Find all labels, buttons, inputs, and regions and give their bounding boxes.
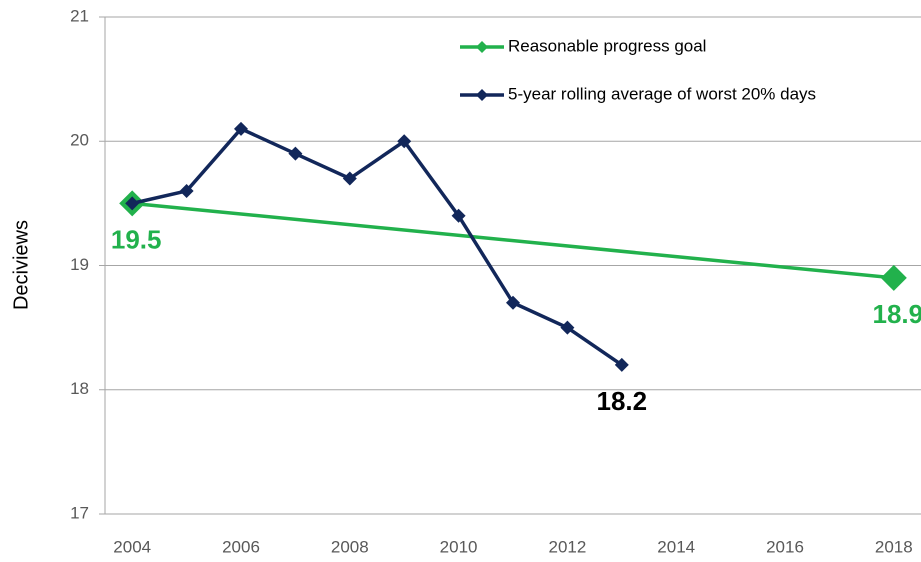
y-tick-label: 21 (70, 6, 89, 25)
point-marker (125, 196, 140, 211)
point-marker (179, 183, 194, 198)
point-marker (397, 134, 412, 149)
y-tick-label: 18 (70, 379, 89, 398)
x-tick-label: 2014 (657, 537, 695, 556)
point-marker (234, 121, 248, 136)
y-tick-label: 17 (70, 503, 89, 522)
x-tick-label: 2018 (875, 537, 913, 556)
point-marker (880, 264, 907, 291)
x-tick-label: 2016 (766, 537, 804, 556)
data-label: 19.5 (111, 224, 162, 254)
x-tick-label: 2012 (548, 537, 586, 556)
data-label: 18.9 (872, 299, 921, 329)
data-label: 18.2 (596, 386, 647, 416)
x-tick-label: 2004 (113, 537, 151, 556)
y-tick-label: 20 (70, 131, 89, 150)
point-marker (506, 295, 520, 310)
series-line (132, 201, 894, 280)
x-tick-label: 2006 (222, 537, 260, 556)
point-marker (288, 146, 303, 161)
point-marker (614, 357, 629, 372)
point-marker (342, 171, 357, 186)
legend-label: Reasonable progress goal (508, 36, 706, 55)
x-tick-label: 2008 (331, 537, 369, 556)
series-line (131, 126, 623, 367)
legend-marker (476, 89, 488, 101)
legend-label: 5-year rolling average of worst 20% days (508, 84, 816, 103)
point-marker (451, 208, 466, 223)
y-tick-label: 19 (70, 255, 89, 274)
x-tick-label: 2010 (440, 537, 478, 556)
y-axis-label: Deciviews (10, 220, 32, 310)
point-marker (560, 320, 575, 335)
legend-marker (476, 41, 488, 53)
